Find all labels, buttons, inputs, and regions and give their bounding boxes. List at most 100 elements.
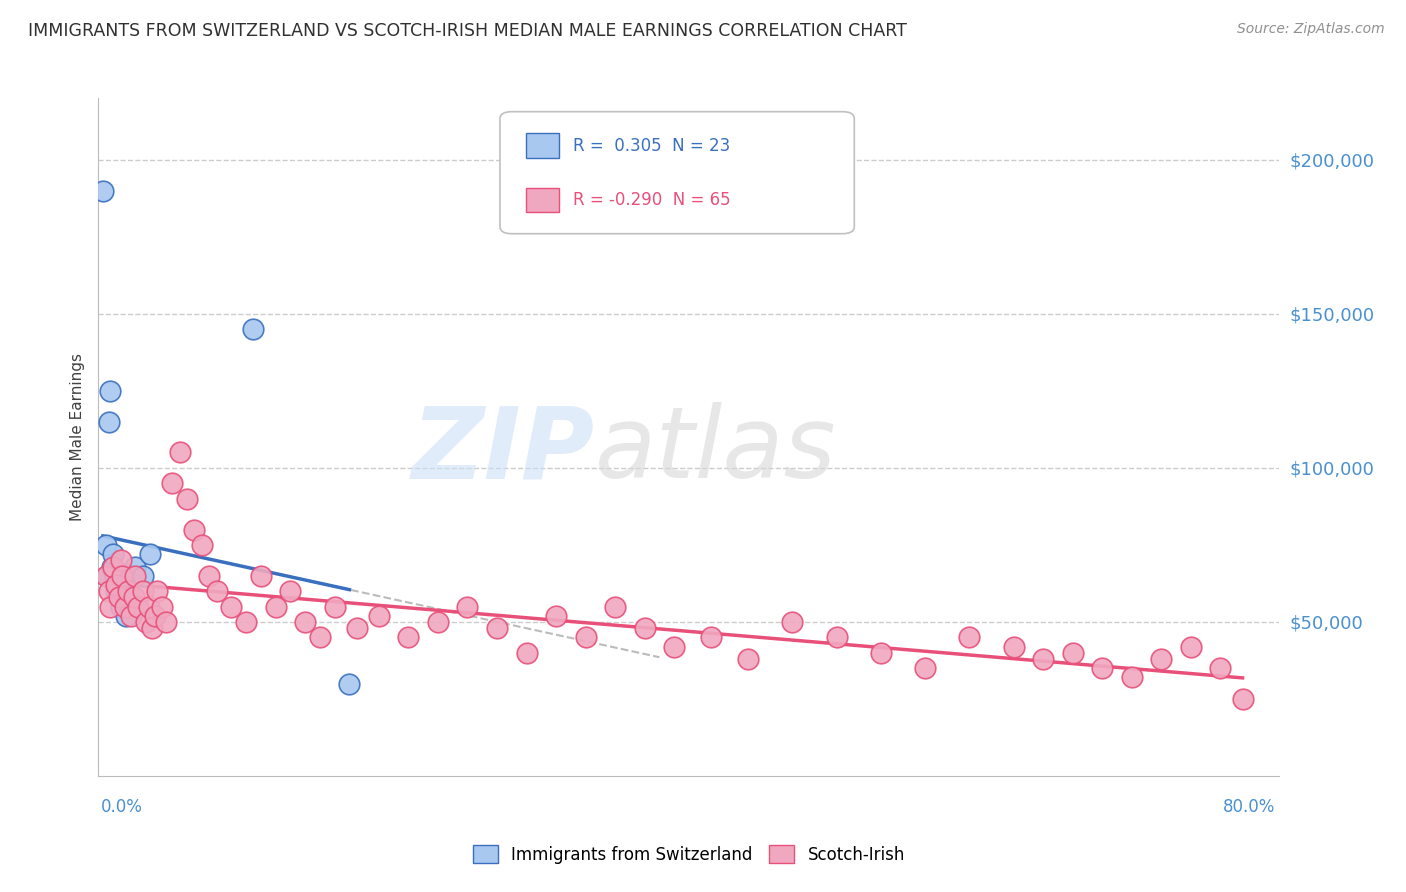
Point: [183, 523, 205, 537]
Point: [278, 584, 302, 599]
Legend: Immigrants from Switzerland, Scotch-Irish: Immigrants from Switzerland, Scotch-Iris…: [467, 838, 911, 871]
Point: [456, 599, 478, 614]
Point: [1091, 661, 1114, 675]
Point: [117, 591, 139, 605]
Point: [103, 559, 125, 574]
Point: [132, 584, 155, 599]
Point: [914, 661, 936, 675]
Point: [1062, 646, 1084, 660]
Point: [515, 646, 537, 660]
Point: [103, 547, 125, 561]
Point: [98, 384, 121, 398]
Point: [700, 631, 723, 645]
Point: [98, 599, 121, 614]
Point: [250, 568, 273, 582]
Point: [169, 445, 191, 459]
Point: [97, 584, 120, 599]
Point: [162, 476, 183, 491]
Point: [337, 676, 360, 690]
Point: [108, 591, 131, 605]
Point: [110, 599, 132, 614]
Point: [135, 615, 157, 629]
Point: [1002, 640, 1025, 654]
Point: [574, 631, 596, 645]
Point: [127, 599, 149, 614]
Point: [242, 322, 264, 336]
Point: [97, 415, 120, 429]
Point: [124, 568, 146, 582]
Point: [104, 568, 127, 582]
Point: [1232, 692, 1254, 706]
Point: [264, 599, 287, 614]
Point: [205, 584, 228, 599]
Point: [120, 608, 142, 623]
Point: [1032, 652, 1054, 666]
Point: [117, 584, 139, 599]
Point: [323, 599, 346, 614]
Text: R = -0.290  N = 65: R = -0.290 N = 65: [574, 191, 731, 209]
Point: [146, 584, 169, 599]
FancyBboxPatch shape: [526, 134, 560, 158]
Point: [120, 568, 142, 582]
Point: [486, 621, 509, 635]
Point: [141, 621, 163, 635]
Point: [108, 591, 131, 605]
Point: [132, 568, 155, 582]
Point: [107, 578, 129, 592]
Point: [191, 538, 214, 552]
Point: [294, 615, 316, 629]
FancyBboxPatch shape: [526, 187, 560, 212]
Point: [143, 608, 166, 623]
Point: [100, 559, 122, 574]
Point: [396, 631, 419, 645]
Point: [139, 547, 162, 561]
Point: [114, 599, 136, 614]
Point: [664, 640, 686, 654]
Point: [1180, 640, 1202, 654]
Point: [869, 646, 891, 660]
Point: [112, 591, 135, 605]
Y-axis label: Median Male Earnings: Median Male Earnings: [69, 353, 84, 521]
Point: [368, 608, 391, 623]
Point: [219, 599, 242, 614]
Point: [346, 621, 368, 635]
Point: [176, 491, 198, 506]
Text: 0.0%: 0.0%: [101, 798, 143, 816]
Point: [544, 608, 567, 623]
Point: [1150, 652, 1173, 666]
Point: [122, 591, 145, 605]
Point: [605, 599, 627, 614]
Point: [427, 615, 450, 629]
Point: [155, 615, 177, 629]
Text: ZIP: ZIP: [412, 402, 595, 500]
Point: [94, 538, 117, 552]
Point: [96, 568, 118, 582]
Point: [105, 584, 128, 599]
Point: [138, 599, 160, 614]
Point: [115, 608, 138, 623]
Point: [782, 615, 804, 629]
Point: [105, 578, 128, 592]
Point: [633, 621, 655, 635]
Point: [110, 553, 132, 567]
Point: [111, 568, 134, 582]
Point: [150, 599, 173, 614]
Point: [94, 568, 117, 582]
Text: 80.0%: 80.0%: [1223, 798, 1275, 816]
Text: R =  0.305  N = 23: R = 0.305 N = 23: [574, 136, 731, 154]
Point: [111, 584, 134, 599]
Point: [825, 631, 848, 645]
Point: [124, 559, 146, 574]
Text: atlas: atlas: [595, 402, 837, 500]
FancyBboxPatch shape: [501, 112, 855, 234]
Point: [91, 184, 114, 198]
Point: [959, 631, 981, 645]
Point: [114, 599, 136, 614]
Point: [1209, 661, 1232, 675]
Point: [309, 631, 332, 645]
Point: [1121, 670, 1143, 684]
Point: [737, 652, 759, 666]
Text: Source: ZipAtlas.com: Source: ZipAtlas.com: [1237, 22, 1385, 37]
Point: [198, 568, 221, 582]
Point: [235, 615, 257, 629]
